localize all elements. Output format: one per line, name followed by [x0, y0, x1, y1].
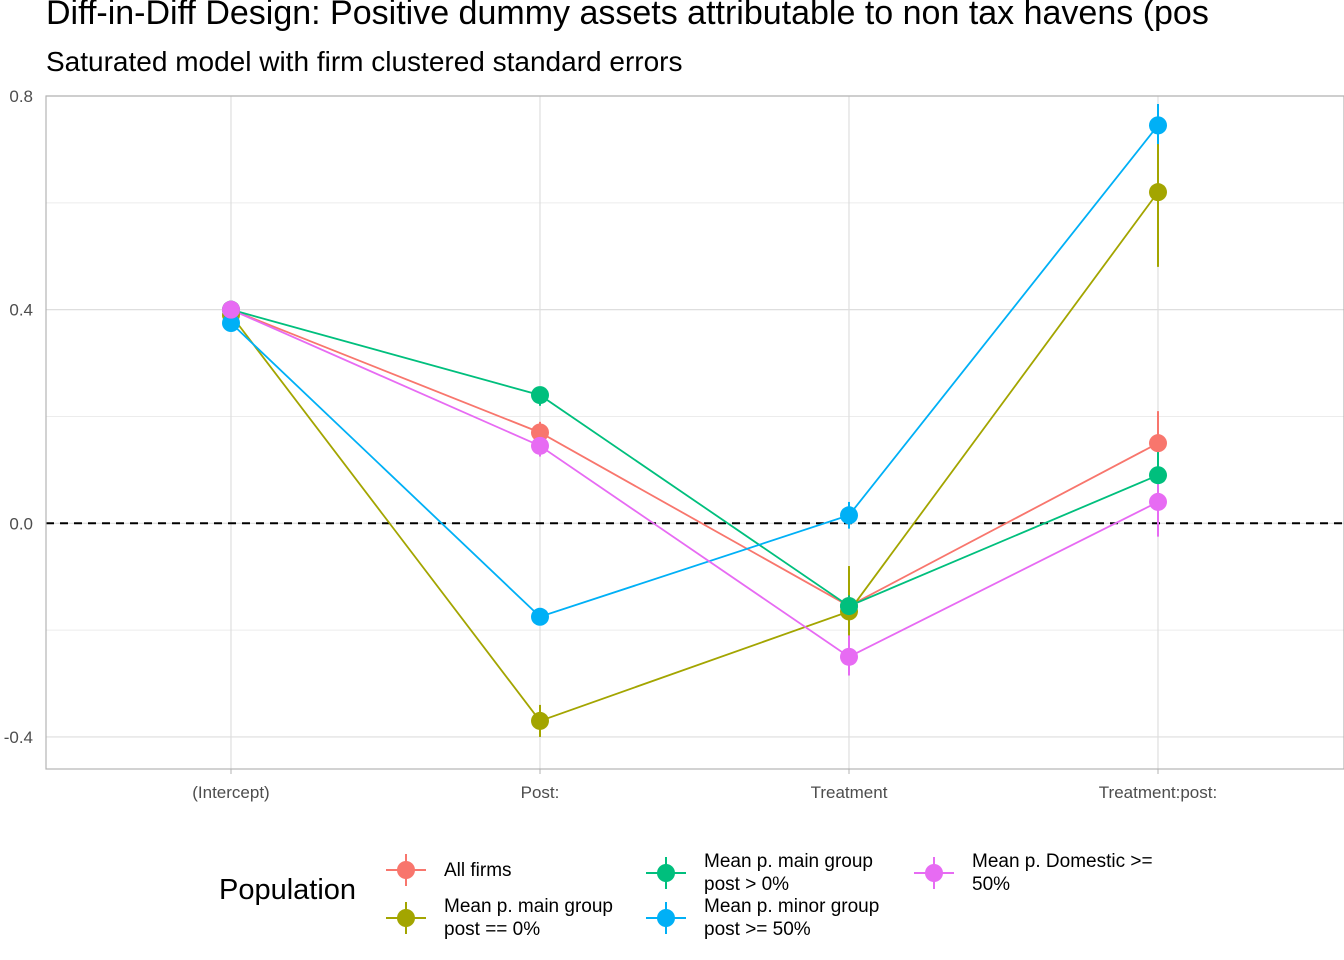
chart-title: Diff-in-Diff Design: Positive dummy asse… — [46, 0, 1209, 32]
legend-label: All firms — [444, 859, 512, 881]
x-tick-label: Post: — [521, 783, 560, 802]
series-line — [230, 308, 1159, 658]
legend-label: Mean p. main group post > 0% — [704, 851, 873, 895]
panel-border — [45, 95, 1344, 770]
data-point — [531, 423, 549, 442]
legend-key-point — [925, 864, 943, 882]
y-tick-label: 0.8 — [9, 87, 33, 106]
data-point — [222, 300, 240, 319]
legend-item: Mean p. main group post > 0% — [646, 850, 873, 896]
y-tick-label: 0.4 — [9, 301, 33, 320]
y-tick-label: 0.0 — [9, 514, 33, 533]
x-axis: (Intercept) Post: Treatment Treatment:post: — [192, 769, 1217, 802]
x-tick-label: Treatment:post: — [1099, 783, 1217, 802]
legend-title: Population — [219, 874, 357, 906]
data-point — [222, 314, 240, 333]
major-gridlines — [46, 95, 1344, 769]
x-tick-label: Treatment — [811, 783, 888, 802]
data-point — [531, 607, 549, 626]
data-point — [840, 597, 858, 616]
data-point — [840, 506, 858, 525]
legend-label: Mean p. main group post == 0% — [444, 896, 613, 940]
data-point — [1149, 183, 1167, 202]
legend-key-point — [397, 909, 415, 927]
y-axis: -0.4 0.0 0.4 0.8 — [4, 87, 33, 747]
legend-label: Mean p. minor group post >= 50% — [704, 896, 880, 940]
legend-label: Mean p. Domestic >= 50% — [972, 851, 1153, 895]
series-errorbars — [230, 104, 1159, 737]
legend-key-icon — [914, 857, 954, 889]
series-line — [230, 124, 1159, 618]
legend-item: All firms — [386, 850, 512, 890]
legend-key-point — [657, 909, 675, 927]
legend-key-icon — [646, 902, 686, 934]
legend-key-point — [397, 861, 415, 879]
data-point — [1149, 466, 1167, 485]
data-point — [1149, 116, 1167, 135]
chart-subtitle: Saturated model with firm clustered stan… — [46, 46, 683, 77]
x-tick-label: (Intercept) — [192, 783, 269, 802]
legend-item: Mean p. minor group post >= 50% — [646, 895, 879, 941]
series-points — [222, 116, 1167, 730]
series-line — [230, 191, 1159, 722]
legend-key-icon — [386, 902, 426, 934]
data-point — [531, 386, 549, 405]
data-point — [531, 436, 549, 455]
series-line — [230, 308, 1159, 608]
series-lines — [230, 124, 1159, 722]
legend-item: Mean p. Domestic >= 50% — [914, 850, 1153, 896]
legend-item: Mean p. main group post == 0% — [386, 895, 613, 941]
legend-key-icon — [386, 854, 426, 886]
legend-key-point — [657, 864, 675, 882]
data-point — [840, 647, 858, 666]
minor-gridlines — [46, 202, 1344, 631]
y-tick-label: -0.4 — [4, 728, 33, 747]
data-point — [1149, 492, 1167, 511]
data-point — [531, 711, 549, 730]
legend-key-icon — [646, 857, 686, 889]
data-point — [1149, 434, 1167, 453]
series-line — [230, 308, 1159, 608]
